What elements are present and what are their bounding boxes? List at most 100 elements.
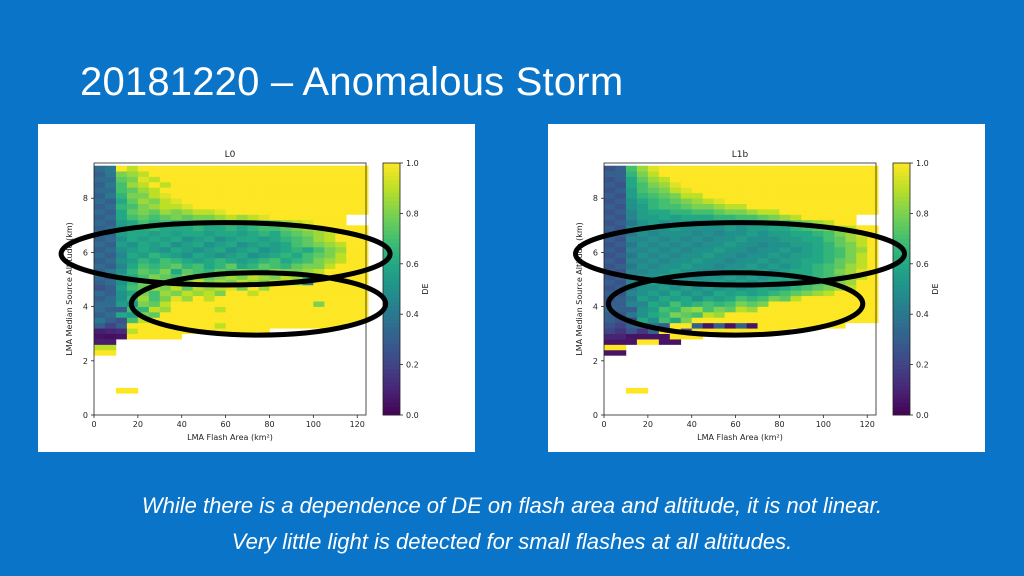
heatmap-cell — [170, 171, 183, 177]
heatmap-cell — [658, 252, 671, 259]
heatmap-cell — [94, 171, 106, 177]
heatmap-cell — [214, 274, 226, 280]
heatmap-cell — [812, 165, 824, 172]
heatmap-cell — [845, 257, 857, 264]
heatmap-cell — [823, 176, 835, 183]
heatmap-cell — [801, 225, 813, 232]
heatmap-cell — [636, 198, 649, 204]
heatmap-cell — [845, 301, 857, 307]
heatmap-cell — [225, 279, 237, 286]
heatmap-cell — [647, 306, 660, 313]
heatmap-cell — [636, 176, 649, 183]
heatmap-cell — [636, 317, 649, 324]
heatmap-cell — [790, 181, 802, 188]
heatmap-cell — [658, 317, 671, 324]
heatmap-cell — [647, 317, 660, 324]
colorbar-segment — [383, 280, 400, 286]
heatmap-cell — [258, 306, 270, 313]
heatmap-cell — [746, 241, 758, 248]
heatmap-cell — [192, 306, 204, 313]
heatmap-cell — [702, 312, 714, 318]
heatmap-cell — [115, 333, 128, 340]
heatmap-cell — [335, 198, 347, 204]
heatmap-cell — [713, 230, 725, 237]
heatmap-cell — [324, 247, 336, 253]
heatmap-cell — [768, 290, 780, 297]
heatmap-cell — [790, 295, 802, 302]
heatmap-cell — [302, 171, 314, 177]
heatmap-cell — [126, 192, 139, 199]
heatmap-cell — [258, 171, 270, 177]
heatmap-cell — [658, 176, 671, 183]
heatmap-cell — [94, 328, 106, 335]
heatmap-cell — [625, 252, 638, 259]
heatmap-cell — [867, 290, 879, 297]
heatmap-cell — [625, 192, 638, 199]
heatmap-cell — [247, 290, 259, 297]
heatmap-cell — [614, 198, 627, 204]
heatmap-cell — [790, 214, 802, 221]
heatmap-cell — [214, 317, 226, 324]
heatmap-cell — [280, 312, 292, 318]
heatmap-cell — [834, 295, 846, 302]
heatmap-cell — [691, 225, 704, 232]
heatmap-cell — [280, 198, 292, 204]
heatmap-cell — [647, 295, 660, 302]
heatmap-cell — [735, 241, 747, 248]
heatmap-cell — [702, 290, 714, 297]
heatmap-cell — [790, 257, 802, 264]
heatmap-cell — [346, 295, 358, 302]
colorbar-segment — [383, 242, 400, 248]
heatmap-cell — [192, 209, 204, 215]
heatmap-cell — [302, 317, 314, 324]
heatmap-cell — [658, 187, 671, 194]
heatmap-cell — [812, 312, 824, 318]
heatmap-cell — [181, 181, 194, 188]
heatmap-cell — [757, 301, 769, 307]
heatmap-cell — [834, 181, 846, 188]
heatmap-cell — [269, 290, 281, 297]
heatmap-cell — [203, 317, 215, 324]
heatmap-cell — [702, 284, 714, 291]
heatmap-cell — [126, 317, 139, 324]
heatmap-cell — [247, 236, 259, 242]
heatmap-cell — [801, 209, 813, 215]
heatmap-cell — [669, 284, 682, 291]
heatmap-cell — [115, 322, 128, 329]
heatmap-cell — [812, 301, 824, 307]
heatmap-cell — [324, 290, 336, 297]
heatmap-cell — [269, 214, 281, 221]
heatmap-cell — [856, 165, 868, 172]
heatmap-cell — [247, 225, 259, 232]
heatmap-cell — [137, 181, 150, 188]
heatmap-cell — [647, 209, 660, 215]
heatmap-cell — [845, 247, 857, 253]
heatmap-cell — [324, 171, 336, 177]
heatmap-cell — [104, 187, 117, 194]
heatmap-cell — [291, 317, 303, 324]
colorbar-segment — [893, 385, 910, 391]
heatmap-cell — [94, 274, 106, 280]
heatmap-cell — [115, 295, 128, 302]
heatmap-cell — [302, 295, 314, 302]
heatmap-cell — [346, 171, 358, 177]
heatmap-cell — [192, 203, 204, 210]
heatmap-cell — [713, 225, 725, 232]
heatmap-cell — [867, 171, 879, 177]
heatmap-cell — [313, 230, 325, 237]
heatmap-cell — [604, 333, 616, 340]
heatmap-cell — [335, 203, 347, 210]
heatmap-cell — [823, 230, 835, 237]
heatmap-cell — [159, 209, 172, 215]
heatmap-cell — [313, 312, 325, 318]
y-axis-label: LMA Median Source Altitude (km) — [575, 222, 584, 356]
x-axis-label: LMA Flash Area (km²) — [187, 433, 273, 442]
heatmap-cell — [324, 214, 336, 221]
heatmap-cell — [625, 312, 638, 318]
heatmap-cell — [636, 257, 649, 264]
heatmap-cell — [614, 209, 627, 215]
heatmap-cell — [203, 241, 215, 248]
heatmap-cell — [225, 247, 237, 253]
heatmap-cell — [258, 236, 270, 242]
heatmap-cell — [790, 306, 802, 313]
